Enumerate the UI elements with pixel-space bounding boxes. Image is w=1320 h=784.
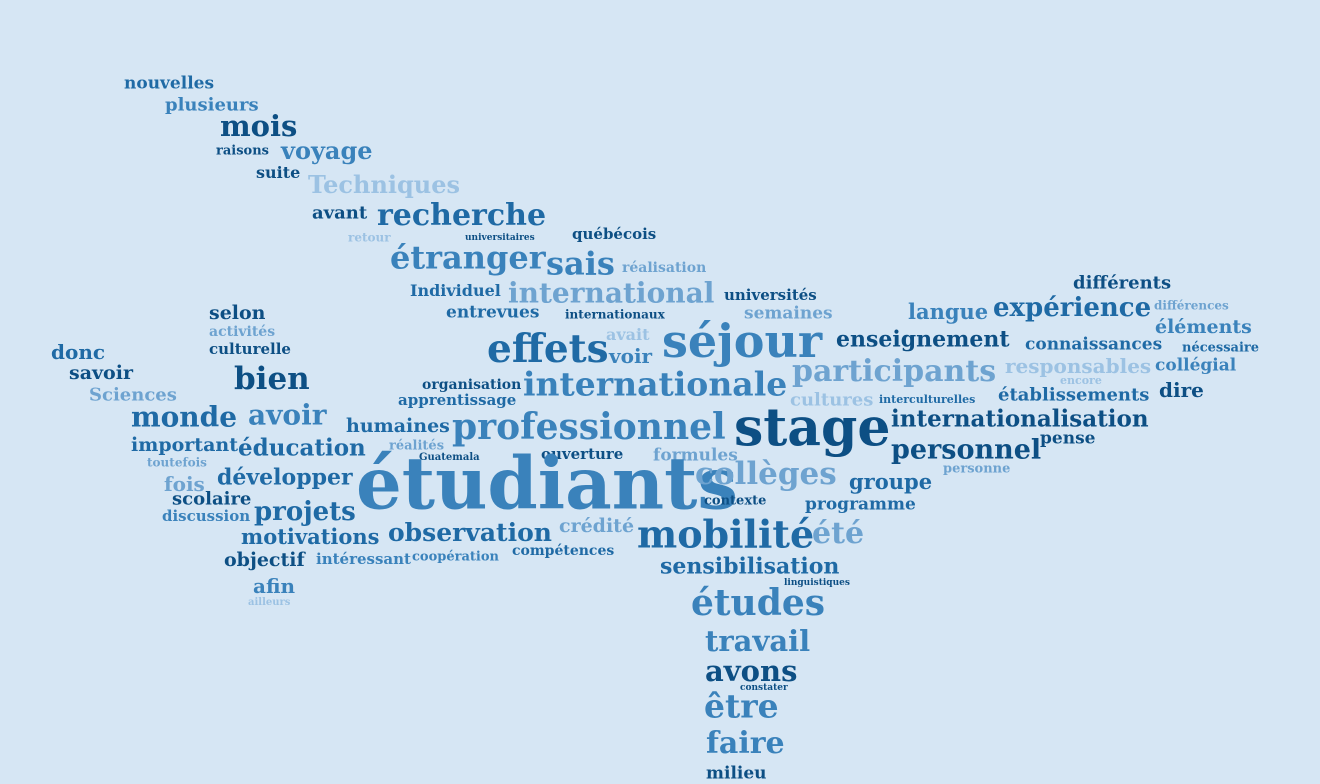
word-competences: compétences: [512, 542, 615, 559]
word-nouvelles: nouvelles: [124, 73, 215, 94]
word-faire: faire: [706, 726, 785, 761]
word-pense: pense: [1040, 428, 1096, 449]
word-observation: observation: [388, 518, 552, 547]
word-discussion: discussion: [162, 507, 251, 525]
word-entrevues: entrevues: [446, 302, 540, 323]
word-groupe: groupe: [849, 469, 933, 495]
word-avoir: avoir: [248, 398, 327, 432]
word-education: éducation: [238, 434, 366, 462]
word-necessaire: nécessaire: [1182, 340, 1260, 356]
word-responsables: responsables: [1005, 354, 1152, 378]
word-semaines: semaines: [744, 303, 833, 324]
word-colleges: collèges: [695, 456, 837, 493]
word-toutefois: toutefois: [147, 455, 207, 470]
word-interessant: intéressant: [316, 550, 411, 568]
word-differents: différents: [1073, 272, 1172, 294]
word-collegial: collégial: [1155, 355, 1237, 376]
word-plusieurs: plusieurs: [165, 94, 259, 116]
word-fois: fois: [164, 472, 205, 496]
word-professionnel: professionnel: [452, 406, 726, 449]
word-apprentissage: apprentissage: [398, 391, 517, 409]
word-stage: stage: [734, 397, 891, 459]
word-quebecois: québécois: [572, 225, 657, 243]
word-projets: projets: [254, 497, 356, 528]
word-langue: langue: [908, 299, 989, 325]
word-techniques: Techniques: [308, 169, 461, 199]
word-etranger: étranger: [390, 238, 546, 277]
word-recherche: recherche: [377, 198, 547, 233]
word-mobilite: mobilité: [637, 511, 815, 557]
word-important: important: [131, 433, 238, 456]
word-raisons: raisons: [216, 143, 269, 159]
word-motivations: motivations: [241, 524, 380, 550]
word-international: international: [508, 276, 715, 310]
word-sejour: séjour: [662, 314, 823, 369]
word-participants: participants: [792, 354, 997, 389]
word-donc: donc: [51, 340, 106, 364]
word-dire: dire: [1159, 378, 1204, 402]
word-constater: constater: [740, 682, 788, 693]
word-selon: selon: [209, 301, 266, 324]
word-credite: crédité: [559, 514, 635, 537]
word-mois: mois: [220, 108, 298, 143]
word-interculturelles: interculturelles: [879, 393, 976, 407]
word-linguistiques: linguistiques: [784, 577, 850, 588]
word-guatemala: Guatemala: [419, 452, 480, 463]
word-afin: afin: [253, 574, 296, 598]
word-internationaux: internationaux: [565, 307, 665, 322]
word-voyage: voyage: [281, 135, 373, 165]
word-differences: différences: [1154, 298, 1229, 313]
word-realites: réalités: [389, 438, 445, 454]
word-enseignement: enseignement: [836, 326, 1010, 353]
word-activites: activités: [209, 323, 276, 340]
word-internationale: internationale: [523, 364, 788, 404]
word-avant: avant: [312, 202, 368, 224]
word-milieu: milieu: [706, 763, 767, 784]
word-universites: universités: [724, 286, 817, 304]
word-personne: personne: [943, 461, 1011, 477]
word-ouverture: ouverture: [541, 445, 624, 463]
word-culturelle: culturelle: [209, 340, 291, 358]
word-contexte: contexte: [704, 493, 767, 509]
word-internationalisation: internationalisation: [891, 405, 1149, 433]
word-formules: formules: [653, 445, 738, 466]
word-suite: suite: [256, 163, 301, 183]
word-encore: encore: [1060, 374, 1102, 388]
word-realisation: réalisation: [622, 259, 707, 276]
word-retour: retour: [348, 230, 391, 245]
word-humaines: humaines: [346, 414, 450, 437]
word-etudiants: étudiants: [356, 440, 738, 526]
word-avait: avait: [606, 325, 650, 345]
word-connaissances: connaissances: [1025, 334, 1163, 355]
word-ete: été: [812, 516, 865, 551]
word-bien: bien: [234, 361, 310, 398]
word-cooperation: coopération: [412, 549, 499, 565]
word-travail: travail: [705, 623, 811, 658]
word-etre: être: [704, 686, 779, 726]
word-sais: sais: [546, 244, 615, 283]
word-savoir: savoir: [69, 361, 133, 384]
word-universitaires: universitaires: [465, 232, 535, 243]
word-developper: développer: [217, 464, 353, 491]
word-voir: voir: [609, 344, 653, 368]
word-effets: effets: [487, 325, 609, 372]
word-elements: éléments: [1155, 315, 1252, 338]
word-sensibilisation: sensibilisation: [660, 553, 840, 580]
word-cultures: cultures: [790, 389, 874, 411]
word-etudes: études: [691, 582, 826, 625]
word-objectif: objectif: [224, 548, 305, 571]
word-sciences: Sciences: [89, 384, 177, 406]
word-monde: monde: [131, 400, 238, 434]
word-programme: programme: [805, 494, 916, 515]
word-experience: expérience: [993, 293, 1152, 324]
word-organisation: organisation: [422, 376, 522, 393]
word-individuel: Individuel: [410, 281, 501, 301]
word-avons: avons: [705, 653, 798, 688]
word-personnel: personnel: [891, 434, 1042, 466]
word-scolaire: scolaire: [172, 488, 252, 510]
word-ailleurs: ailleurs: [248, 597, 291, 608]
word-etablissements: établissements: [998, 384, 1150, 406]
